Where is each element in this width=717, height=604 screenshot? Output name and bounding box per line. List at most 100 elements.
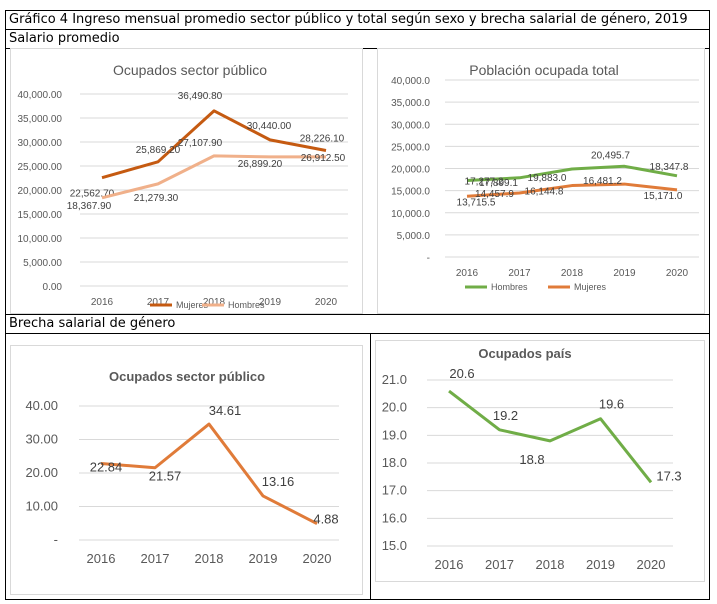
- data-label: 18,347.8: [650, 162, 689, 173]
- legend-label: Mujeres: [176, 300, 209, 310]
- data-label: 19.2: [493, 408, 518, 423]
- x-tick-label: 2018: [195, 551, 224, 566]
- x-tick-label: 2016: [91, 297, 114, 308]
- y-tick-label: 20.0: [382, 400, 407, 415]
- y-tick-label: 30,000.0: [391, 120, 430, 131]
- data-label: 17,277.2: [465, 177, 504, 188]
- data-label: 25,869.20: [136, 145, 181, 156]
- x-tick-label: 2020: [637, 557, 666, 572]
- x-tick-label: 2016: [435, 557, 464, 572]
- data-label: 26,899.20: [238, 159, 283, 170]
- chart-panel-total-salary: [377, 48, 705, 314]
- data-label: 13,715.5: [457, 197, 496, 208]
- y-tick-label: 15,000.0: [391, 187, 430, 198]
- data-label: 17,899.1: [479, 178, 518, 189]
- x-tick-label: 2017: [508, 268, 531, 279]
- data-label: 4.88: [313, 512, 338, 527]
- y-tick-label: 0.00: [43, 282, 63, 293]
- y-tick-label: 21.0: [382, 372, 407, 387]
- y-tick-label: 10.00: [25, 499, 58, 514]
- data-label: 13.16: [262, 474, 295, 489]
- section-label-gap: Brecha salarial de género: [9, 316, 176, 331]
- divider: [370, 333, 371, 600]
- x-tick-label: 2016: [87, 551, 116, 566]
- data-label: 26,912.50: [301, 153, 346, 164]
- y-tick-label: 20.00: [25, 465, 58, 480]
- y-tick-label: 30.00: [25, 432, 58, 447]
- x-tick-label: 2019: [249, 551, 278, 566]
- data-label: 20.6: [449, 366, 474, 381]
- data-label: 21,279.30: [134, 193, 179, 204]
- x-tick-label: 2019: [613, 268, 636, 279]
- data-label: 14,457.9: [475, 189, 514, 200]
- legend-label: Hombres: [228, 300, 265, 310]
- data-label: 21.57: [149, 469, 182, 484]
- series-line-brecha: [448, 389, 653, 484]
- y-tick-label: 20,000.00: [18, 186, 63, 197]
- data-label: 28,226.10: [300, 134, 345, 145]
- y-tick-label: 20,000.0: [391, 165, 430, 176]
- data-label: 19.6: [599, 397, 624, 412]
- y-tick-label: 18.0: [382, 455, 407, 470]
- y-tick-label: 35,000.0: [391, 98, 430, 109]
- y-tick-label: 10,000.0: [391, 209, 430, 220]
- divider: [5, 314, 710, 315]
- data-label: 16,481.2: [583, 176, 622, 187]
- x-tick-label: 2019: [259, 297, 282, 308]
- data-label: 18,367.90: [67, 201, 112, 212]
- series-line-brecha: [100, 422, 318, 525]
- section-label-salary: Salario promedio: [9, 31, 120, 46]
- x-tick-label: 2020: [666, 268, 689, 279]
- y-tick-label: 5,000.00: [23, 258, 62, 269]
- y-tick-label: 25,000.00: [18, 162, 63, 173]
- y-tick-label: 15.0: [382, 538, 407, 553]
- chart-title: Ocupados país: [478, 346, 571, 361]
- data-label: 19,883.0: [528, 173, 567, 184]
- series-line-mujeres: [101, 109, 327, 180]
- x-tick-label: 2016: [456, 268, 479, 279]
- data-label: 36,490.80: [178, 91, 223, 102]
- chart-title: Ocupados sector público: [113, 62, 267, 78]
- y-tick-label: 19.0: [382, 427, 407, 442]
- series-line-mujeres: [466, 182, 678, 198]
- legend-label: Hombres: [491, 282, 528, 292]
- figure-title: Gráfico 4 Ingreso mensual promedio secto…: [5, 10, 710, 29]
- x-tick-label: 2017: [147, 297, 170, 308]
- data-label: 18.8: [519, 452, 544, 467]
- x-tick-label: 2020: [303, 551, 332, 566]
- chart-title: Población ocupada total: [469, 62, 618, 78]
- y-tick-label: 40,000.0: [391, 76, 430, 87]
- x-tick-label: 2019: [586, 557, 615, 572]
- legend-label: Mujeres: [574, 282, 607, 292]
- data-label: 16,144.8: [525, 187, 564, 198]
- series-line-hombres: [101, 154, 327, 200]
- y-tick-label: 30,000.00: [18, 138, 63, 149]
- x-tick-label: 2017: [141, 551, 170, 566]
- x-tick-label: 2018: [203, 297, 226, 308]
- data-label: 15,171.0: [644, 191, 683, 202]
- y-tick-label: 5,000.0: [397, 231, 431, 242]
- x-tick-label: 2018: [561, 268, 584, 279]
- data-label: 22,562.70: [70, 189, 115, 200]
- x-tick-label: 2018: [536, 557, 565, 572]
- chart-panel-public-salary: [10, 48, 363, 314]
- data-label: 17.3: [656, 468, 681, 483]
- y-tick-label: -: [54, 532, 58, 547]
- data-label: 27,107.90: [178, 138, 223, 149]
- y-tick-label: -: [427, 253, 430, 264]
- series-line-hombres: [466, 164, 678, 183]
- y-tick-label: 40.00: [25, 398, 58, 413]
- x-tick-label: 2017: [485, 557, 514, 572]
- chart-panel-public-gap: [10, 345, 363, 595]
- data-label: 20,495.7: [591, 150, 630, 161]
- data-label: 22.84: [90, 459, 123, 474]
- divider: [5, 333, 710, 334]
- y-tick-label: 15,000.00: [18, 210, 63, 221]
- y-tick-label: 25,000.0: [391, 142, 430, 153]
- x-tick-label: 2020: [315, 297, 338, 308]
- y-tick-label: 35,000.00: [18, 114, 63, 125]
- data-label: 34.61: [209, 403, 242, 418]
- data-label: 30,440.00: [247, 121, 292, 132]
- y-tick-label: 10,000.00: [18, 234, 63, 245]
